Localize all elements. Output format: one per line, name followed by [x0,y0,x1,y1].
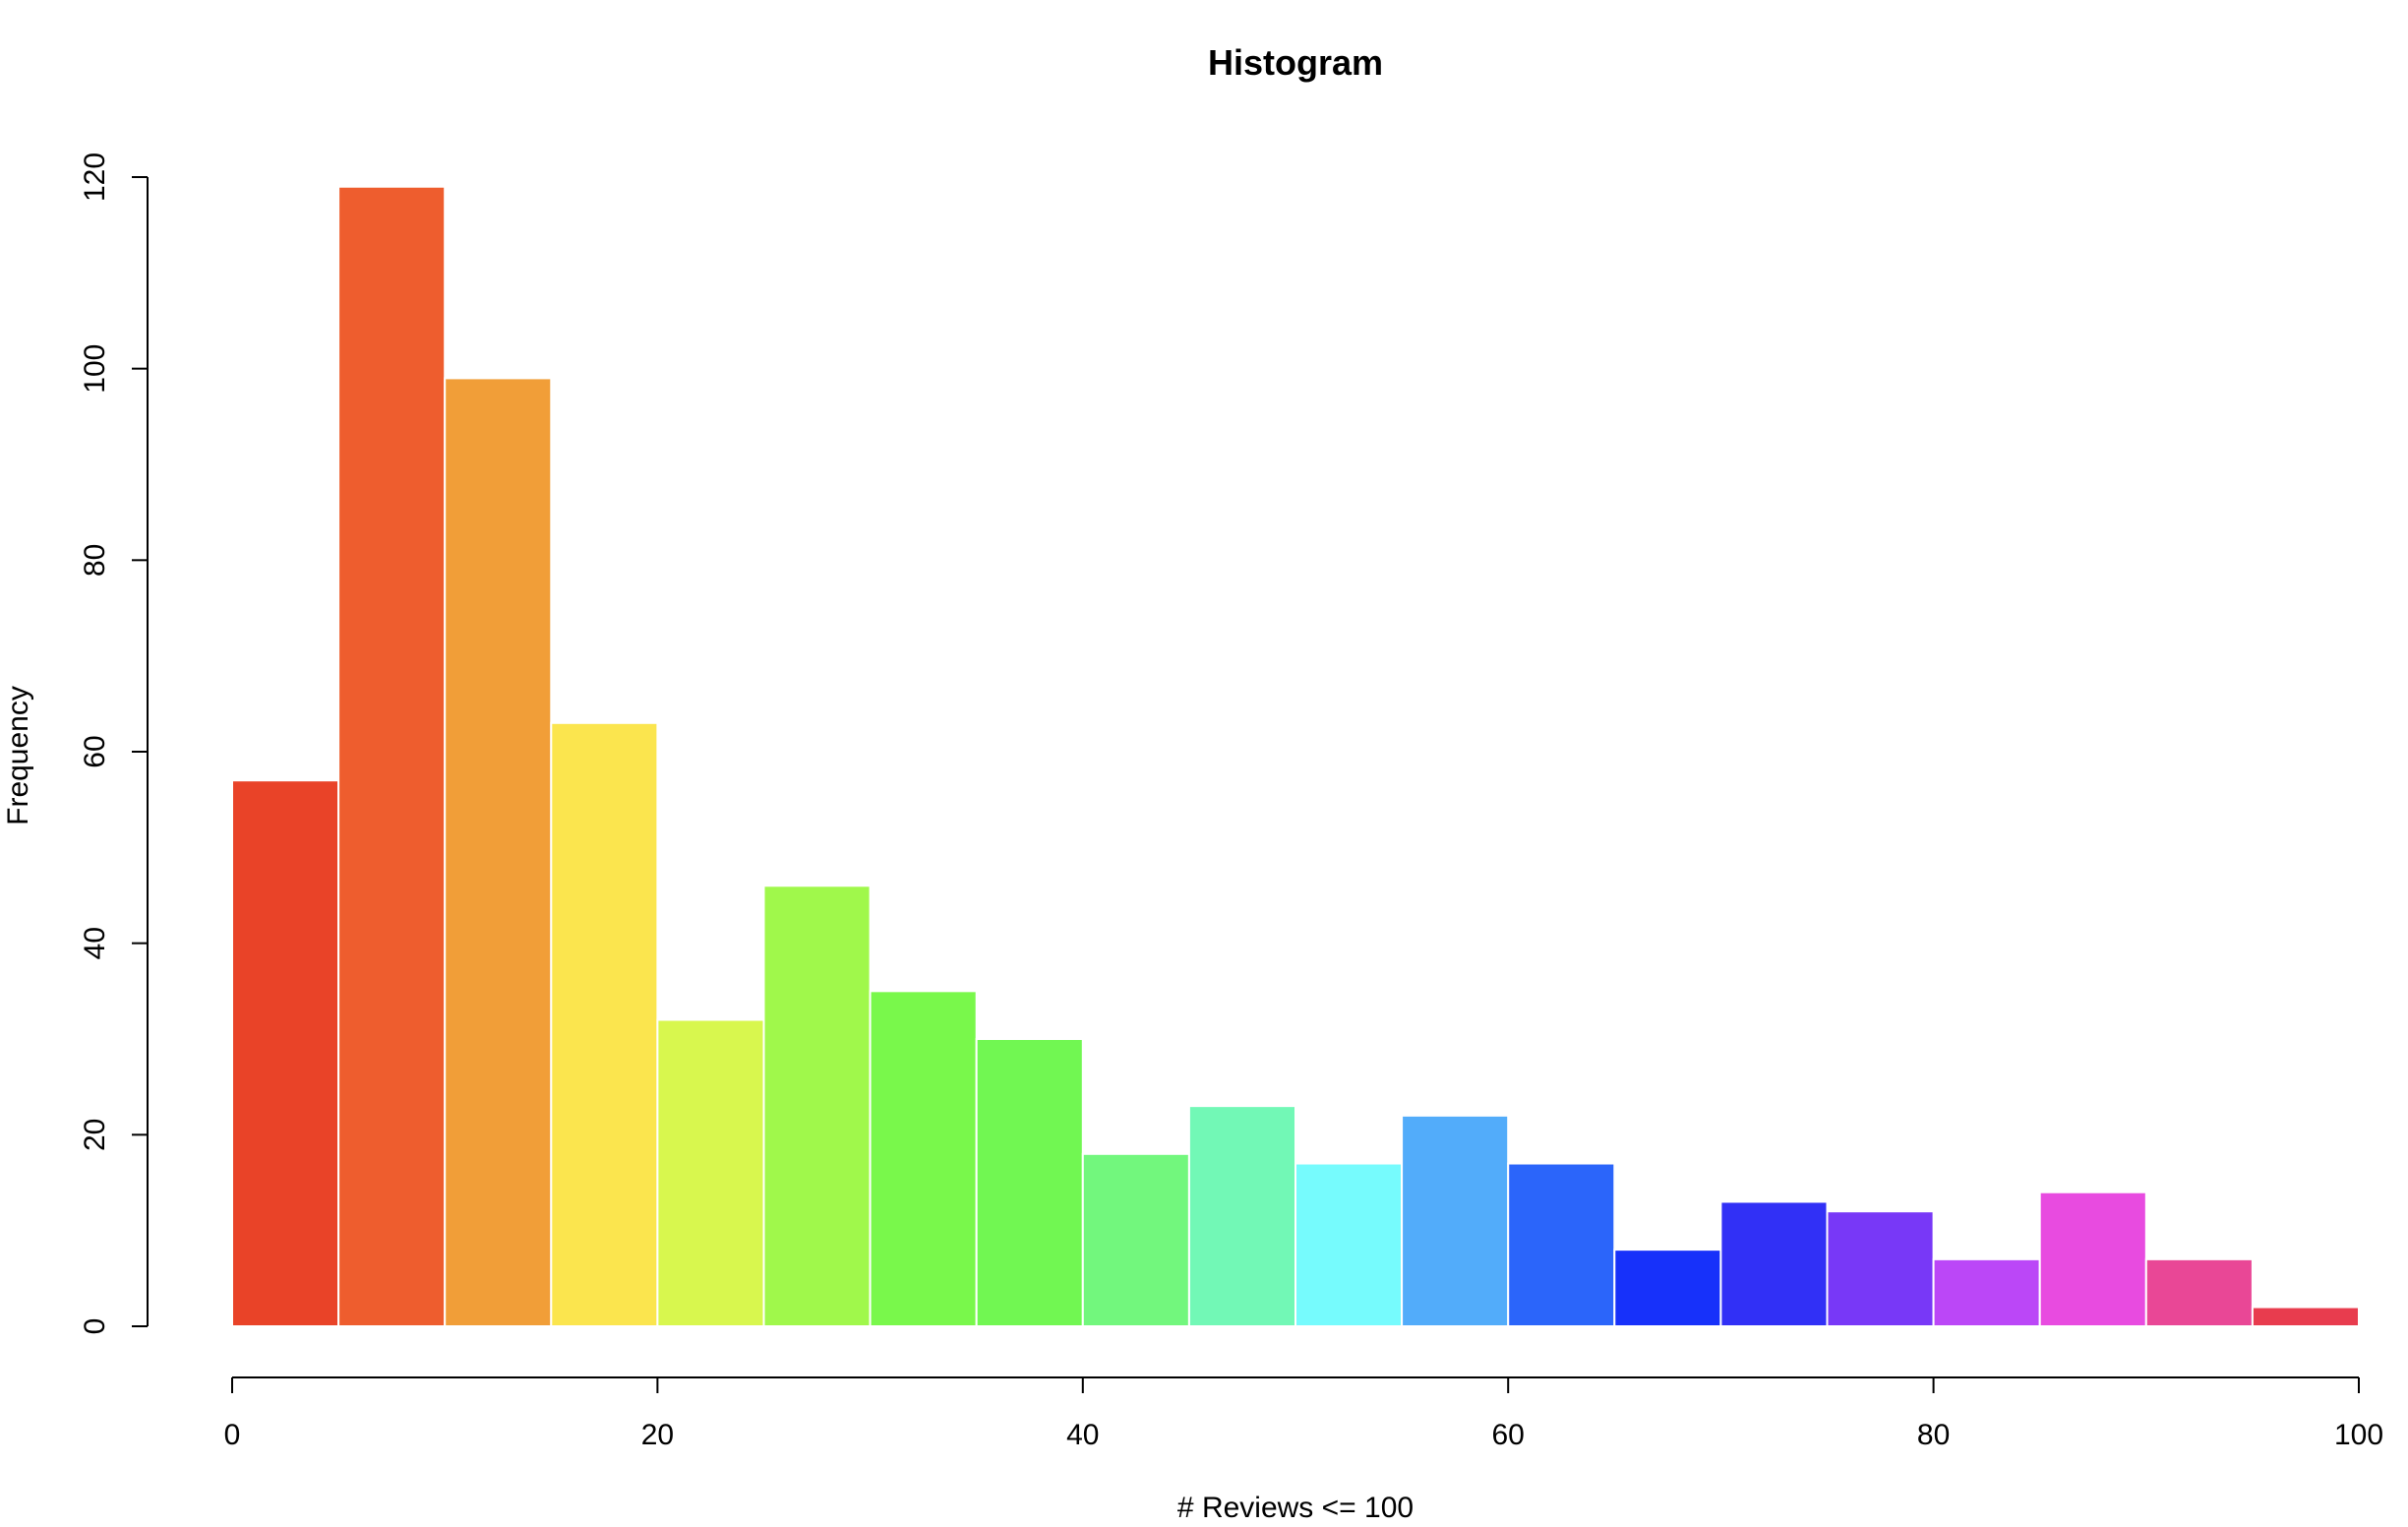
y-tick-label: 100 [79,344,111,394]
y-tick-label: 80 [79,544,111,577]
histogram-bar [1401,1114,1510,1328]
y-tick-label: 60 [79,735,111,767]
histogram-bar [1719,1200,1829,1328]
y-axis-label: Frequency [2,686,34,825]
y-tick-label: 40 [79,927,111,959]
histogram-bar [231,779,340,1327]
y-tick-label: 20 [79,1119,111,1151]
x-axis: 0 20 40 60 80 100 [224,1376,2383,1451]
histogram-bar [1294,1162,1404,1327]
histogram-bar [975,1038,1084,1327]
histogram-bar [1507,1162,1616,1327]
x-tick-label: 20 [641,1419,674,1451]
histogram-bar [2251,1306,2360,1327]
histogram-bar [762,885,872,1327]
histogram-bar [1826,1210,1935,1327]
histogram-bar [2038,1191,2147,1327]
histogram-bar [1932,1257,2041,1328]
histogram-bar [1081,1152,1190,1328]
histogram-bar [550,721,659,1327]
chart-title: Histogram [1208,42,1383,83]
histogram-bar [869,990,978,1327]
y-axis: 0 20 40 60 80 100 120 [79,153,149,1335]
histogram-bar [337,185,447,1328]
x-tick-label: 40 [1066,1419,1099,1451]
x-axis-label: # Reviews <= 100 [1177,1492,1414,1524]
y-tick-label: 0 [79,1318,111,1335]
histogram-bar [2144,1257,2254,1328]
histogram-bar [656,1018,765,1327]
bars [231,185,2360,1328]
histogram-bar [1613,1249,1722,1327]
x-tick-label: 80 [1917,1419,1950,1451]
y-tick-label: 120 [79,153,111,202]
histogram-bar [444,377,553,1327]
histogram-bar [1187,1105,1297,1327]
x-tick-label: 60 [1492,1419,1525,1451]
x-tick-label: 0 [224,1419,241,1451]
x-tick-label: 100 [2334,1419,2383,1451]
